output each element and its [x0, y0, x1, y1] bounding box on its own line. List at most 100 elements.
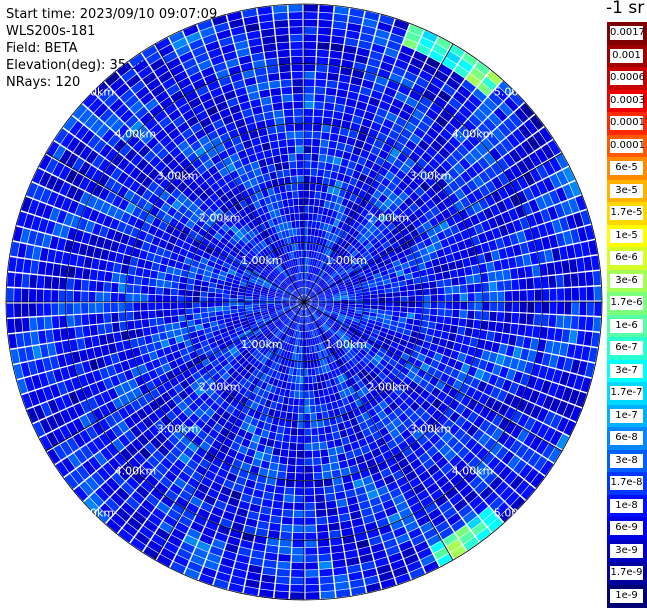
ppi-cell	[105, 323, 113, 333]
ppi-cell	[186, 290, 193, 296]
ppi-cell	[304, 72, 315, 79]
ppi-cell	[337, 173, 345, 181]
ppi-cell	[152, 262, 160, 271]
ppi-cell	[319, 569, 332, 577]
ppi-cell	[274, 20, 288, 28]
ppi-cell	[344, 106, 355, 115]
ppi-cell	[285, 487, 294, 495]
ppi-cell	[386, 302, 393, 306]
ppi-cell	[453, 252, 462, 261]
ppi-cell	[304, 131, 312, 138]
ppi-cell	[297, 176, 303, 183]
ring-label: 1.00km	[241, 254, 283, 267]
ppi-cell	[324, 103, 334, 111]
ppi-cell	[264, 560, 277, 568]
ppi-cell	[310, 176, 316, 183]
ppi-cell	[161, 257, 169, 265]
ppi-cell	[133, 285, 140, 293]
ppi-cell	[437, 287, 444, 294]
ppi-cell	[262, 36, 275, 44]
ppi-cell	[67, 315, 75, 327]
ppi-cell	[16, 258, 25, 272]
ppi-cell	[406, 318, 414, 324]
ppi-cell	[262, 567, 276, 575]
ppi-cell	[460, 310, 467, 318]
ppi-cell	[319, 200, 325, 208]
ppi-cell	[408, 290, 415, 296]
ppi-cell	[194, 319, 202, 325]
ppi-cell	[305, 466, 313, 473]
ppi-cell	[255, 482, 265, 491]
colorbar-tick-label: 3e-8	[610, 454, 643, 468]
ppi-cell	[270, 425, 278, 433]
ppi-cell	[571, 273, 579, 286]
ppi-cell	[281, 79, 292, 87]
ppi-cell	[134, 311, 141, 319]
ppi-cell	[323, 471, 332, 479]
ppi-cell	[326, 433, 334, 441]
ppi-cell	[326, 155, 334, 163]
ppi-cell	[216, 315, 223, 320]
ppi-cell	[378, 302, 385, 306]
ppi-cell	[330, 51, 343, 59]
ppi-cell	[150, 326, 158, 334]
ppi-cell	[52, 277, 60, 289]
ppi-cell	[512, 313, 520, 323]
ppi-cell	[347, 496, 358, 505]
ppi-cell	[292, 413, 298, 420]
ring-label: 2.00km	[367, 380, 409, 393]
ppi-cell	[215, 307, 222, 312]
ppi-cell	[443, 324, 451, 332]
ppi-cell	[312, 146, 320, 153]
ppi-cell	[562, 329, 570, 342]
ppi-cell	[299, 198, 304, 205]
ppi-cell	[280, 449, 288, 457]
ppi-cell	[493, 260, 501, 270]
ppi-cell	[154, 341, 163, 350]
ppi-cell	[305, 533, 316, 540]
ppi-cell	[378, 293, 385, 297]
ppi-cell	[319, 554, 332, 562]
ppi-cell	[430, 295, 437, 301]
ppi-cell	[76, 255, 85, 267]
ppi-cell	[208, 297, 215, 302]
ppi-cell	[572, 288, 579, 301]
ppi-cell	[292, 548, 304, 555]
ppi-cell	[291, 49, 303, 56]
ppi-cell	[482, 283, 490, 292]
ppi-cell	[549, 315, 557, 327]
ppi-cell	[29, 317, 37, 330]
ppi-cell	[468, 293, 475, 301]
ppi-cell	[337, 453, 346, 461]
ppi-cell	[305, 577, 318, 584]
ring-label: 5.00km	[72, 85, 114, 98]
ppi-cell	[135, 328, 143, 337]
ppi-cell	[398, 275, 406, 281]
ppi-cell	[245, 305, 252, 308]
ppi-cell	[319, 561, 332, 569]
ppi-cell	[318, 207, 324, 215]
ppi-cell	[165, 273, 173, 281]
ppi-cell	[392, 287, 399, 292]
ppi-cell	[304, 101, 313, 108]
ppi-cell	[245, 299, 252, 302]
ppi-cell	[339, 430, 347, 438]
ppi-cell	[285, 420, 292, 428]
ppi-cell	[452, 286, 459, 294]
ppi-cell	[267, 302, 274, 304]
ppi-cell	[185, 296, 192, 302]
ppi-cell	[253, 543, 266, 552]
ppi-cell	[259, 437, 267, 445]
ppi-cell	[406, 279, 414, 285]
ppi-cell	[416, 296, 423, 302]
ppi-cell	[231, 309, 238, 313]
ppi-cell	[288, 5, 302, 12]
ppi-cell	[22, 289, 29, 302]
ppi-cell	[253, 489, 264, 498]
ppi-cell	[261, 461, 270, 469]
ppi-cell	[273, 103, 283, 111]
ppi-cell	[593, 317, 601, 331]
ppi-cell	[434, 330, 442, 338]
ppi-cell	[308, 369, 312, 376]
ppi-cell	[161, 339, 170, 348]
